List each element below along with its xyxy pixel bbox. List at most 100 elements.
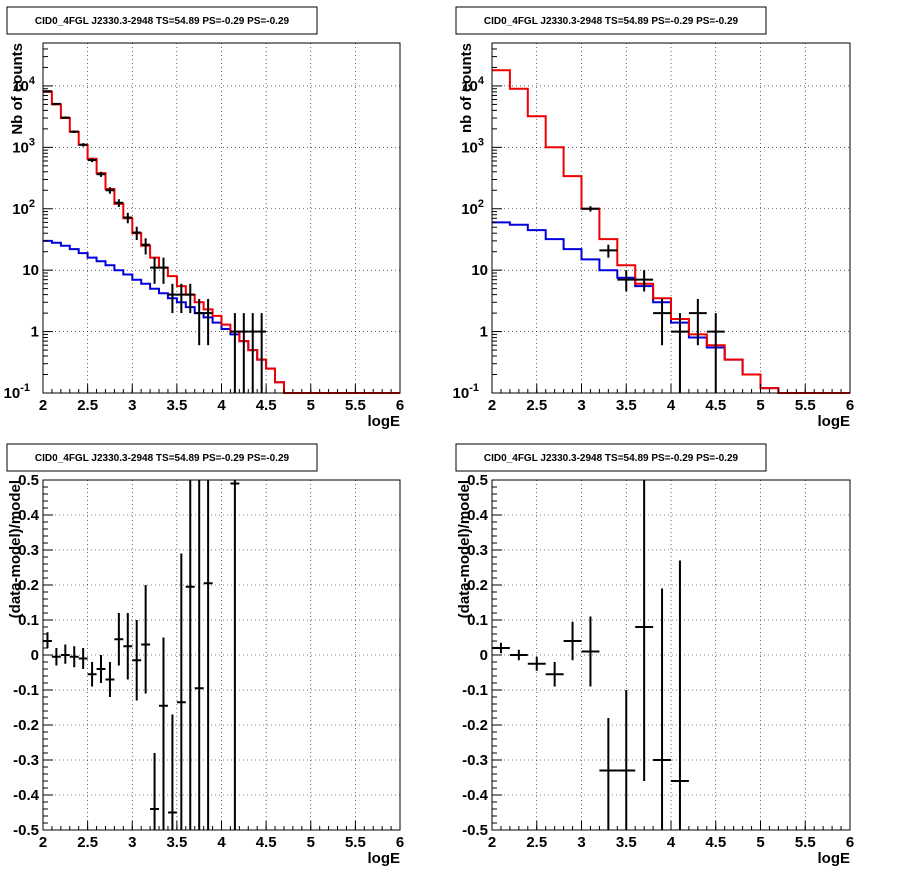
x-tick-label: 4.5	[705, 834, 726, 851]
data-point	[123, 613, 133, 680]
x-tick-label: 2.5	[77, 834, 98, 851]
y-tick-label: 0.3	[467, 542, 488, 559]
data-point	[43, 632, 52, 648]
data-point	[141, 585, 151, 694]
data-point	[132, 620, 142, 701]
y-tick-label: 10-1	[453, 382, 479, 402]
x-tick-label: 2	[39, 834, 47, 851]
y-tick-label: 102	[12, 198, 35, 218]
x-tick-label: 5	[307, 834, 315, 851]
y-axis-label: (data-model)/model	[456, 480, 473, 618]
data-point	[167, 283, 177, 314]
data-point	[185, 480, 195, 830]
x-tick-label: 4	[667, 834, 676, 851]
y-ticks: -0.5 -0.4 -0.3 -0.2 -0.1 0 0.1 0.2 0.3 0.4 0.5	[13, 472, 53, 839]
y-tick-label: 10-1	[4, 382, 30, 402]
data-point	[653, 588, 671, 830]
title-box	[6, 443, 318, 472]
y-tick-label: 10	[471, 262, 488, 279]
data-point	[87, 158, 97, 163]
data-point	[167, 714, 177, 830]
top-right-counts-panel: CID0_4FGL J2330.3-2948 TS=54.89 PS=-0.29…	[453, 6, 854, 430]
data-point	[114, 613, 124, 666]
y-tick-label: 0.4	[18, 507, 40, 524]
data-point	[69, 130, 79, 133]
y-tick-label: 10	[22, 262, 39, 279]
data-point	[706, 313, 725, 393]
x-ticks: 2 2.5 3 3.5 4 4.5 5 5.5 6	[488, 384, 854, 414]
data-point	[141, 238, 151, 255]
x-tick-label: 5	[756, 397, 764, 414]
y-tick-label: 104	[461, 75, 485, 95]
x-tick-label: 3.5	[616, 834, 637, 851]
data-marks	[492, 480, 689, 830]
x-tick-label: 6	[846, 834, 854, 851]
data-point	[257, 313, 267, 393]
data-point	[617, 690, 636, 830]
grid	[492, 43, 850, 393]
data-point	[194, 480, 204, 830]
y-tick-label: 103	[461, 136, 484, 156]
data-point	[545, 662, 564, 687]
y-tick-label: 0.1	[467, 612, 488, 629]
x-tick-label: 2	[39, 397, 47, 414]
x-tick-label: 3.5	[616, 397, 637, 414]
data-point	[617, 270, 636, 292]
data-point	[176, 553, 186, 830]
x-tick-label: 3	[128, 834, 136, 851]
data-point	[653, 298, 671, 346]
data-point	[671, 313, 689, 393]
x-tick-label: 3	[577, 397, 585, 414]
y-tick-label: -0.5	[462, 822, 488, 839]
y-tick-label: 1	[480, 324, 488, 341]
data-point	[688, 298, 707, 346]
x-tick-label: 2	[488, 397, 496, 414]
data-point	[203, 298, 213, 346]
grid	[43, 43, 400, 393]
y-axis-label: Nb of counts	[9, 43, 26, 135]
x-tick-label: 2.5	[77, 397, 98, 414]
y-tick-label: -0.1	[13, 682, 39, 699]
y-ticks: -0.5 -0.4 -0.3 -0.2 -0.1 0 0.1 0.2 0.3 0.4 0.5	[462, 472, 502, 839]
panel-title: CID0_4FGL J2330.3-2948 TS=54.89 PS=-0.29…	[35, 453, 290, 464]
x-ticks: 2 2.5 3 3.5 4 4.5 5 5.5 6	[39, 821, 404, 851]
data-marks	[43, 480, 240, 830]
data-point	[635, 480, 654, 781]
y-axis-label: (data-model)/model	[7, 480, 24, 618]
x-tick-label: 5	[756, 834, 764, 851]
data-point	[60, 116, 70, 119]
data-point	[114, 199, 124, 207]
data-point	[185, 283, 195, 314]
data-point	[248, 313, 258, 393]
x-axis-label: logE	[368, 413, 401, 430]
data-point	[87, 662, 97, 687]
x-tick-label: 3.5	[166, 834, 187, 851]
x-tick-label: 2.5	[526, 834, 547, 851]
data-point	[96, 655, 106, 683]
data-point	[51, 102, 61, 105]
y-tick-label: 0.5	[467, 472, 488, 489]
y-tick-label: 0.5	[18, 472, 39, 489]
x-tick-label: 6	[396, 834, 404, 851]
title-box	[455, 443, 767, 472]
data-point	[150, 753, 160, 830]
x-tick-label: 2	[488, 834, 496, 851]
grid	[492, 480, 850, 830]
data-point	[105, 187, 115, 194]
data-point	[132, 226, 142, 240]
data-point	[150, 257, 160, 284]
grid	[43, 480, 400, 830]
top-left-counts-panel: CID0_4FGL J2330.3-2948 TS=54.89 PS=-0.29…	[4, 6, 404, 430]
x-tick-label: 6	[846, 397, 854, 414]
data-point	[69, 646, 79, 668]
y-tick-label: -0.4	[13, 787, 40, 804]
bottom-right-residual-panel: CID0_4FGL J2330.3-2948 TS=54.89 PS=-0.29…	[455, 443, 854, 867]
data-point	[230, 480, 240, 830]
data-point	[78, 143, 88, 147]
data-point	[599, 244, 618, 258]
x-tick-label: 4	[217, 397, 226, 414]
panel-title: CID0_4FGL J2330.3-2948 TS=54.89 PS=-0.29…	[484, 16, 739, 27]
y-tick-label: 103	[12, 136, 35, 156]
y-tick-label: 0.1	[18, 612, 39, 629]
